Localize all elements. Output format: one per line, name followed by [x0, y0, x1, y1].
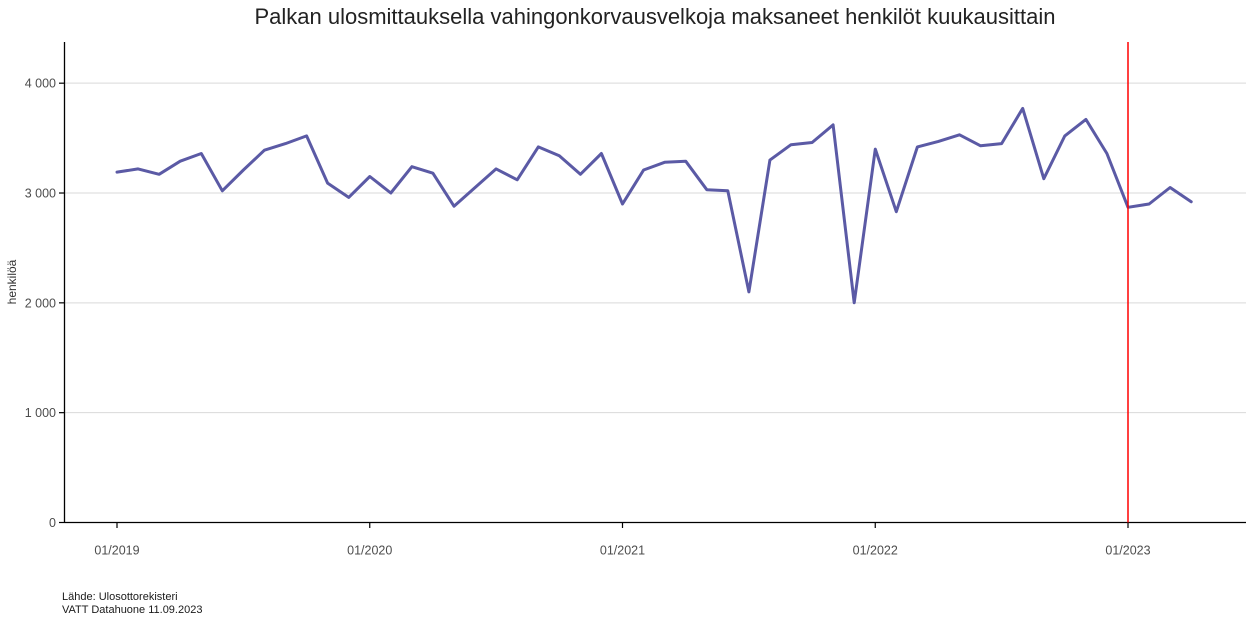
x-tick-label: 01/2021 — [600, 544, 645, 558]
y-tick-label: 4 000 — [25, 77, 56, 91]
source-note: Lähde: Ulosottorekisteri VATT Datahuone … — [62, 591, 202, 617]
y-tick-label: 0 — [49, 516, 56, 530]
y-tick-label: 1 000 — [25, 406, 56, 420]
y-tick-label: 3 000 — [25, 187, 56, 201]
source-line: Lähde: Ulosottorekisteri — [62, 591, 178, 603]
x-tick-label: 01/2019 — [94, 544, 139, 558]
x-tick-label: 01/2023 — [1105, 544, 1150, 558]
attribution-line: VATT Datahuone 11.09.2023 — [62, 604, 203, 616]
x-tick-label: 01/2020 — [347, 544, 392, 558]
data-line — [115, 106, 1193, 305]
y-tick-label: 2 000 — [25, 296, 56, 310]
chart-title: Palkan ulosmittauksella vahingonkorvausv… — [254, 4, 1056, 29]
x-tick-label: 01/2022 — [853, 544, 898, 558]
